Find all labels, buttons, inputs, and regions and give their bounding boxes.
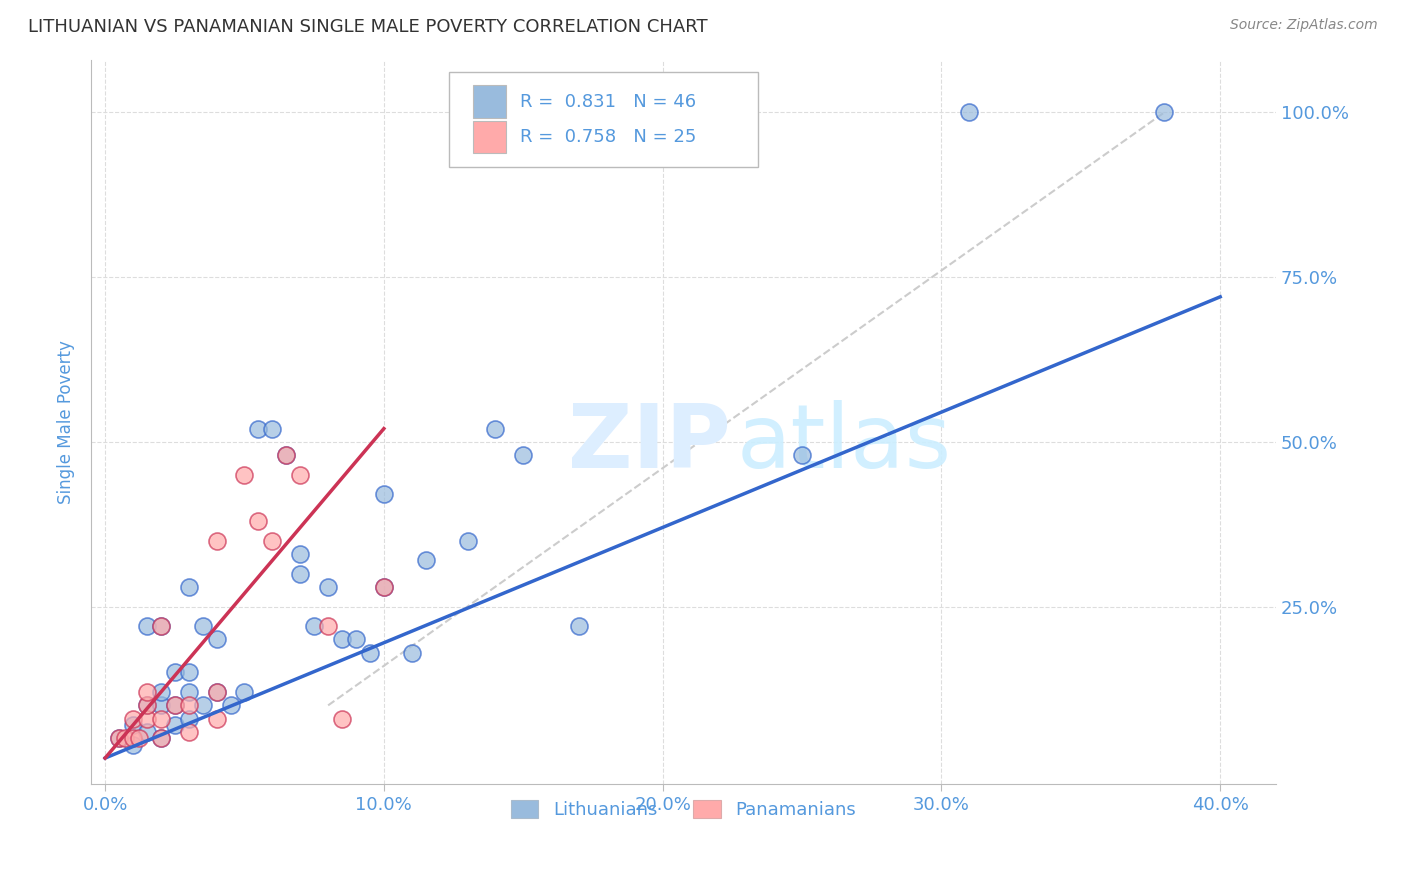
Point [128, 731, 150, 746]
Point [359, 646, 381, 660]
Point [568, 619, 591, 633]
Point [114, 731, 136, 746]
Point [316, 619, 339, 633]
Point [623, 105, 645, 120]
Point [330, 632, 353, 647]
Point [290, 467, 312, 482]
Point [177, 580, 200, 594]
Point [247, 514, 270, 528]
Point [135, 712, 157, 726]
Point [205, 685, 228, 699]
Point [149, 685, 172, 699]
Point [1153, 105, 1175, 120]
Point [205, 632, 228, 647]
Point [247, 421, 270, 435]
Point [108, 731, 131, 746]
Point [512, 448, 534, 462]
Text: ZIP: ZIP [568, 401, 731, 487]
Point [401, 646, 423, 660]
Bar [472, 86, 506, 118]
Legend: Lithuanians, Panamanians: Lithuanians, Panamanians [505, 792, 863, 826]
Point [262, 421, 284, 435]
Point [233, 467, 256, 482]
Point [149, 731, 172, 746]
Point [191, 619, 214, 633]
Point [135, 619, 157, 633]
Point [149, 619, 172, 633]
Point [122, 731, 145, 746]
Point [108, 731, 131, 746]
Point [290, 547, 312, 561]
Y-axis label: Single Male Poverty: Single Male Poverty [58, 340, 75, 504]
Point [149, 619, 172, 633]
Point [149, 712, 172, 726]
Point [373, 580, 395, 594]
Point [135, 698, 157, 713]
Point [177, 698, 200, 713]
Point [457, 533, 479, 548]
Text: atlas: atlas [737, 401, 952, 487]
Point [135, 698, 157, 713]
Point [149, 731, 172, 746]
Point [163, 665, 186, 680]
Point [219, 698, 242, 713]
Point [177, 724, 200, 739]
Point [122, 718, 145, 732]
Text: Source: ZipAtlas.com: Source: ZipAtlas.com [1230, 18, 1378, 32]
Point [415, 553, 437, 567]
Point [149, 698, 172, 713]
Point [135, 724, 157, 739]
Point [290, 566, 312, 581]
FancyBboxPatch shape [449, 72, 758, 167]
Point [163, 698, 186, 713]
Point [191, 698, 214, 713]
Point [163, 698, 186, 713]
Point [163, 718, 186, 732]
Point [122, 712, 145, 726]
Bar [472, 120, 506, 153]
Point [177, 685, 200, 699]
Text: R =  0.758   N = 25: R = 0.758 N = 25 [520, 128, 696, 146]
Point [262, 533, 284, 548]
Point [790, 448, 813, 462]
Point [651, 105, 673, 120]
Point [122, 738, 145, 752]
Point [233, 685, 256, 699]
Point [177, 712, 200, 726]
Point [330, 712, 353, 726]
Point [205, 685, 228, 699]
Point [373, 580, 395, 594]
Point [302, 619, 325, 633]
Point [276, 448, 298, 462]
Point [276, 448, 298, 462]
Point [373, 487, 395, 501]
Text: R =  0.831   N = 46: R = 0.831 N = 46 [520, 93, 696, 111]
Text: LITHUANIAN VS PANAMANIAN SINGLE MALE POVERTY CORRELATION CHART: LITHUANIAN VS PANAMANIAN SINGLE MALE POV… [28, 18, 707, 36]
Point [344, 632, 367, 647]
Point [957, 105, 980, 120]
Point [205, 533, 228, 548]
Point [205, 712, 228, 726]
Point [484, 421, 506, 435]
Point [135, 685, 157, 699]
Point [316, 580, 339, 594]
Point [177, 665, 200, 680]
